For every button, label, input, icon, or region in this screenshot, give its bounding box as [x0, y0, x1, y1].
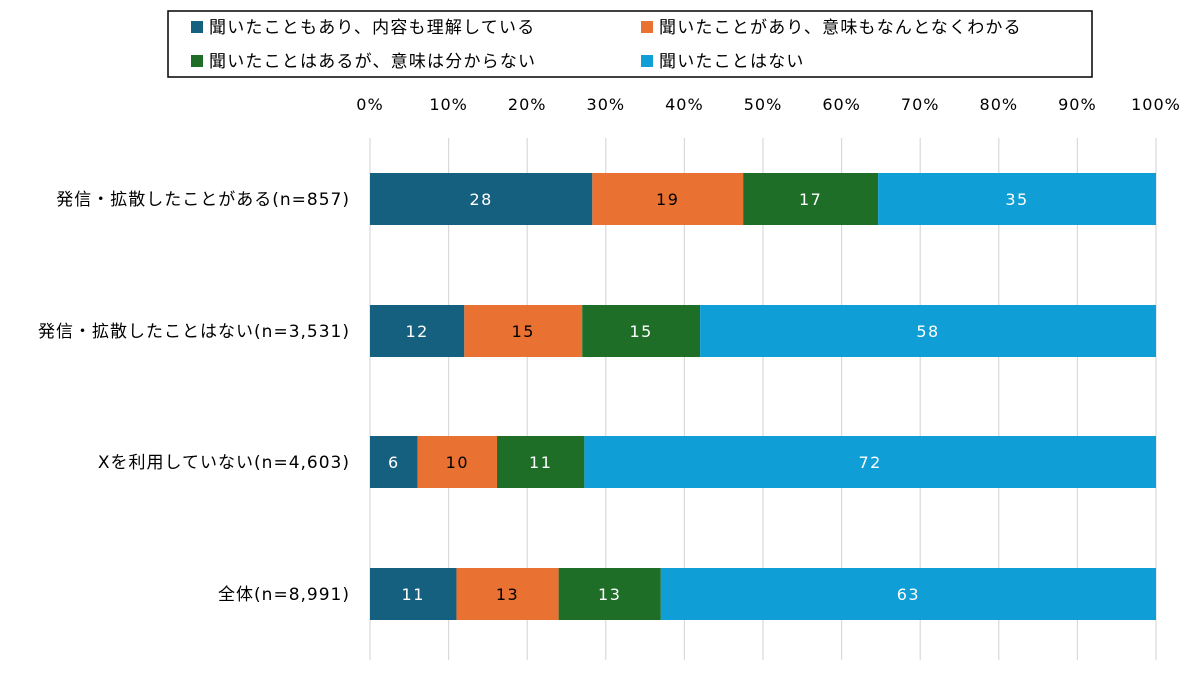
bar-segment	[370, 173, 593, 225]
x-tick-label: 90%	[1058, 95, 1097, 114]
x-tick-label: 0%	[356, 95, 383, 114]
bar-segment	[370, 568, 457, 620]
legend-box	[167, 10, 1093, 78]
data-label: 58	[916, 322, 939, 341]
x-tick-label: 60%	[822, 95, 861, 114]
bars: 28 19 17 35 12 15 15 58 6 10 11 72 11 13 13 63	[370, 173, 1156, 620]
x-tick-label: 70%	[901, 95, 940, 114]
data-label: 17	[799, 190, 822, 209]
data-label: 10	[446, 453, 469, 472]
legend-label: 聞いたことはあるが、意味は分からない	[209, 52, 536, 72]
legend-swatch	[191, 21, 203, 33]
bar-segment	[743, 173, 879, 225]
x-tick-label: 20%	[508, 95, 547, 114]
x-tick-label: 10%	[429, 95, 468, 114]
data-label: 13	[598, 585, 621, 604]
x-tick-label: 50%	[744, 95, 783, 114]
legend-swatch	[641, 21, 653, 33]
bar-segment	[660, 568, 1156, 620]
legend-swatch	[191, 55, 203, 67]
legend-label: 聞いたことがあり、意味もなんとなくわかる	[659, 18, 1022, 38]
legend-swatch	[641, 55, 653, 67]
x-axis-tick-labels: 0% 10% 20% 30% 40% 50% 60% 70% 80% 90% 100%	[356, 95, 1181, 114]
bar-segment	[878, 173, 1156, 225]
category-label: Xを利用していない(n=4,603)	[98, 453, 350, 473]
data-label: 15	[629, 322, 652, 341]
bar-segment	[370, 436, 418, 488]
data-label: 35	[1005, 190, 1028, 209]
bar-segment	[558, 568, 661, 620]
data-label: 72	[859, 453, 882, 472]
bar-segment	[370, 305, 465, 357]
bar-segment	[497, 436, 585, 488]
bar-segment	[592, 173, 744, 225]
bar-segment	[584, 436, 1156, 488]
data-label: 12	[405, 322, 428, 341]
data-label: 28	[469, 190, 492, 209]
category-label: 発信・拡散したことはない(n=3,531)	[38, 322, 350, 342]
bar-segment	[464, 305, 583, 357]
data-label: 11	[529, 453, 552, 472]
legend: 聞いたこともあり、内容も理解している 聞いたことがあり、意味もなんとなくわかる聞い…	[167, 10, 1093, 78]
data-label: 15	[512, 322, 535, 341]
x-tick-label: 80%	[980, 95, 1019, 114]
category-label: 全体(n=8,991)	[218, 585, 350, 605]
legend-label: 聞いたことはない	[659, 52, 805, 72]
data-label: 6	[388, 453, 400, 472]
x-tick-label: 100%	[1131, 95, 1181, 114]
data-label: 63	[897, 585, 920, 604]
bar-segment	[456, 568, 559, 620]
legend-label: 聞いたこともあり、内容も理解している	[209, 18, 535, 38]
bar-segment	[417, 436, 498, 488]
bar-segment	[582, 305, 701, 357]
bar-segment	[700, 305, 1156, 357]
data-label: 11	[402, 585, 425, 604]
data-label: 19	[656, 190, 679, 209]
data-label: 13	[496, 585, 519, 604]
x-tick-label: 40%	[665, 95, 704, 114]
category-label: 発信・拡散したことがある(n=857)	[56, 190, 350, 210]
x-tick-label: 30%	[587, 95, 626, 114]
category-labels: 発信・拡散したことがある(n=857) 発信・拡散したことはない(n=3,531)…	[38, 190, 350, 605]
